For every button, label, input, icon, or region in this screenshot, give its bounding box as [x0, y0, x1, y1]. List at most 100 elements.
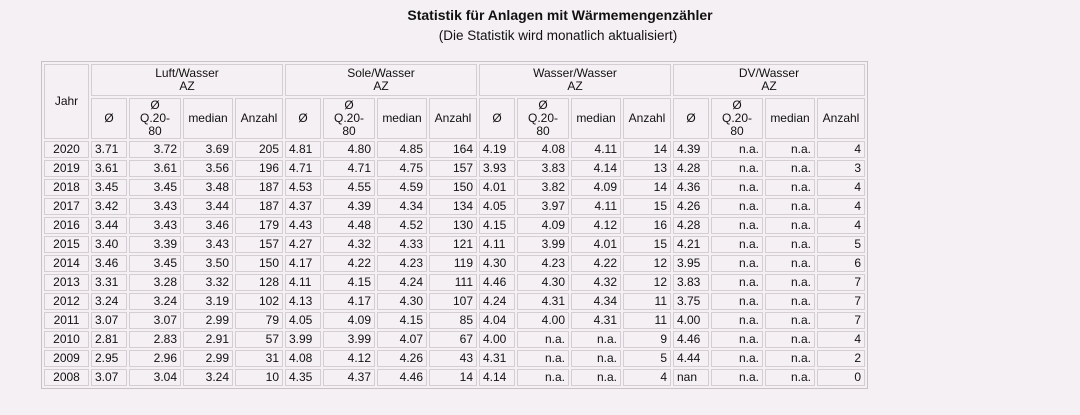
value-cell: 196 [235, 160, 283, 177]
group-unit: AZ [761, 79, 777, 93]
value-cell: 79 [235, 312, 283, 329]
value-cell: 3.44 [91, 217, 127, 234]
value-cell: n.a. [765, 217, 815, 234]
value-cell: n.a. [765, 312, 815, 329]
avg-header: Ø [673, 98, 709, 139]
value-cell: 205 [235, 141, 283, 158]
value-cell: 2.83 [129, 331, 181, 348]
value-cell: 3.07 [129, 312, 181, 329]
value-cell: 13 [623, 160, 671, 177]
group-header-dv-wasser: DV/Wasser AZ [673, 64, 865, 96]
value-cell: 4.11 [479, 236, 515, 253]
value-cell: 4.39 [323, 198, 375, 215]
value-cell: 4.12 [571, 217, 621, 234]
value-cell: 3.83 [673, 274, 709, 291]
value-cell: 4.80 [323, 141, 375, 158]
value-cell: 4.24 [377, 274, 427, 291]
value-cell: 5 [623, 350, 671, 367]
value-cell: n.a. [517, 369, 569, 386]
value-cell: 4.01 [479, 179, 515, 196]
q-avg-header: Ø Q.20-80 [129, 98, 181, 139]
value-cell: 3.24 [91, 293, 127, 310]
group-name: Wasser/Wasser [533, 66, 617, 80]
value-cell: 4.11 [285, 274, 321, 291]
value-cell: 4.21 [673, 236, 709, 253]
value-cell: 3 [817, 160, 865, 177]
value-cell: 4.53 [285, 179, 321, 196]
year-cell: 2010 [44, 331, 89, 348]
value-cell: 3.46 [183, 217, 233, 234]
year-cell: 2017 [44, 198, 89, 215]
avg-header: Ø [91, 98, 127, 139]
value-cell: 4 [817, 217, 865, 234]
value-cell: 4.00 [673, 312, 709, 329]
avg-header: Ø [285, 98, 321, 139]
year-cell: 2015 [44, 236, 89, 253]
value-cell: 3.56 [183, 160, 233, 177]
value-cell: 11 [623, 312, 671, 329]
value-cell: n.a. [765, 141, 815, 158]
value-cell: 3.83 [517, 160, 569, 177]
median-header: median [765, 98, 815, 139]
value-cell: 3.43 [129, 198, 181, 215]
value-cell: 3.28 [129, 274, 181, 291]
value-cell: 4.11 [571, 141, 621, 158]
value-cell: 3.69 [183, 141, 233, 158]
subheader-label: Anzahl [628, 111, 666, 125]
value-cell: 4.81 [285, 141, 321, 158]
value-cell: 4.37 [323, 369, 375, 386]
value-cell: 4.34 [571, 293, 621, 310]
value-cell: 3.61 [91, 160, 127, 177]
value-cell: 4 [817, 141, 865, 158]
value-cell: 4.28 [673, 217, 709, 234]
value-cell: 3.07 [91, 369, 127, 386]
subheader-label: Anzahl [822, 111, 860, 125]
value-cell: 3.40 [91, 236, 127, 253]
value-cell: 4.15 [323, 274, 375, 291]
value-cell: 4.31 [571, 312, 621, 329]
value-cell: 4.01 [571, 236, 621, 253]
subheader-label: Ø [104, 111, 114, 125]
value-cell: 2.96 [129, 350, 181, 367]
table-body: 2020 3.71 3.72 3.69 205 4.81 4.80 4.85 164 4.19 4.… [44, 141, 865, 386]
value-cell: 4 [817, 179, 865, 196]
table-row: 2014 3.46 3.45 3.50 150 4.17 4.22 4.23 119 4.30 4.… [44, 255, 865, 272]
page-subtitle: (Die Statistik wird monatlich aktualisie… [438, 28, 678, 43]
value-cell: 85 [429, 312, 477, 329]
value-cell: 150 [429, 179, 477, 196]
value-cell: n.a. [765, 274, 815, 291]
value-cell: 16 [623, 217, 671, 234]
value-cell: 3.93 [479, 160, 515, 177]
value-cell: 4.39 [673, 141, 709, 158]
value-cell: n.a. [765, 331, 815, 348]
value-cell: 4.34 [377, 198, 427, 215]
group-header-row: Jahr Luft/Wasser AZ Sole/Wasser AZ Wasse… [44, 64, 865, 139]
value-cell: 4.14 [479, 369, 515, 386]
value-cell: n.a. [571, 331, 621, 348]
year-cell: 2011 [44, 312, 89, 329]
value-cell: 3.07 [91, 312, 127, 329]
subheader-label: Q.20-80 [721, 111, 752, 138]
median-header: median [183, 98, 233, 139]
value-cell: 4.23 [517, 255, 569, 272]
subheader-label: Ø [686, 111, 696, 125]
value-cell: nan [673, 369, 709, 386]
value-cell: n.a. [765, 293, 815, 310]
value-cell: n.a. [765, 160, 815, 177]
subheader-label: Q.20-80 [527, 111, 558, 138]
page-title: Statistik für Anlagen mit Wärmemengenzäh… [407, 7, 713, 23]
value-cell: 4.12 [323, 350, 375, 367]
value-cell: n.a. [711, 198, 763, 215]
value-cell: 3.48 [183, 179, 233, 196]
value-cell: 4.04 [479, 312, 515, 329]
value-cell: 12 [623, 255, 671, 272]
value-cell: 3.24 [183, 369, 233, 386]
value-cell: 4 [623, 369, 671, 386]
value-cell: n.a. [571, 369, 621, 386]
subheader-label: median [382, 111, 422, 125]
year-cell: 2008 [44, 369, 89, 386]
value-cell: 3.43 [129, 217, 181, 234]
value-cell: 157 [429, 160, 477, 177]
year-header: Jahr [44, 64, 89, 139]
table-row: 2016 3.44 3.43 3.46 179 4.43 4.48 4.52 130 4.15 4.… [44, 217, 865, 234]
